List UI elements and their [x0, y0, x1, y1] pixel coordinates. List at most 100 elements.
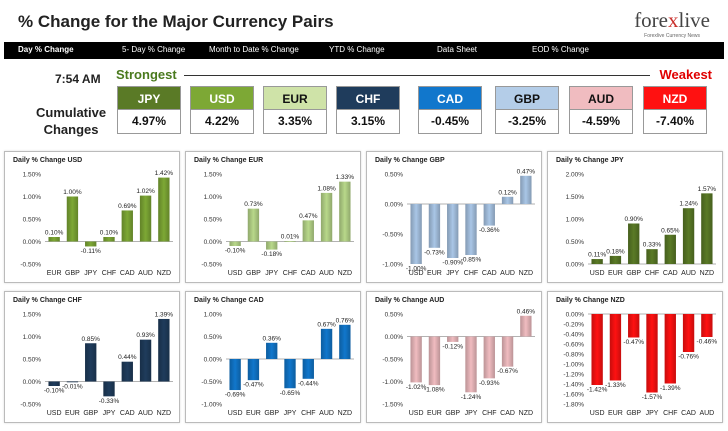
data-label: -1.42%: [587, 387, 608, 394]
y-tick-label: -1.50%: [382, 402, 403, 409]
data-label: 0.76%: [336, 317, 355, 324]
currency-change-value: 4.97%: [117, 110, 181, 134]
data-label: -0.90%: [442, 260, 463, 267]
x-tick-label: NZD: [519, 410, 533, 417]
tab-month-to-date-change[interactable]: Month to Date % Change: [209, 45, 299, 54]
currency-code: GBP: [495, 86, 559, 110]
x-tick-label: EUR: [246, 410, 261, 417]
x-tick-label: CHF: [102, 270, 116, 277]
bar-nzd: [339, 181, 351, 242]
data-label: 0.10%: [45, 230, 64, 237]
x-tick-label: JPY: [103, 410, 116, 417]
x-tick-label: AUD: [681, 270, 696, 277]
x-tick-label: AUD: [319, 270, 334, 277]
x-tick-label: NZD: [519, 270, 533, 277]
chart-title: Daily % Change CAD: [194, 297, 264, 304]
y-tick-label: -0.80%: [563, 352, 584, 359]
chart-title: Daily % Change GBP: [375, 157, 445, 164]
bar-chf: [103, 237, 115, 242]
bar-aud: [320, 328, 333, 359]
y-tick-label: 0.00%: [385, 202, 404, 209]
logo-tagline: Forexlive Currency News: [644, 33, 701, 39]
x-tick-label: AUD: [319, 410, 334, 417]
bar-eur: [428, 204, 441, 248]
chart-title: Daily % Change EUR: [194, 157, 264, 164]
x-tick-label: GBP: [246, 270, 261, 277]
y-tick-label: 0.00%: [23, 379, 42, 386]
data-label: -0.47%: [623, 339, 644, 346]
y-tick-label: -1.20%: [563, 372, 584, 379]
y-tick-label: 2.00%: [566, 172, 585, 179]
currency-box-chf: CHF 3.15%: [336, 86, 400, 134]
data-label: -0.67%: [497, 368, 518, 375]
page-title: % Change for the Major Currency Pairs: [18, 12, 334, 31]
y-tick-label: 1.00%: [204, 312, 223, 319]
y-tick-label: -0.40%: [563, 332, 584, 339]
x-tick-label: JPY: [646, 410, 659, 417]
bar-cad: [664, 234, 676, 264]
x-tick-label: JPY: [284, 410, 297, 417]
chart-panel-jpy: Daily % Change JPY 2.00% 1.50% 1.00% 0.50% 0…: [547, 151, 723, 283]
y-tick-label: 1.00%: [204, 194, 223, 201]
x-tick-label: GBP: [83, 410, 98, 417]
data-label: 1.24%: [679, 201, 698, 208]
data-label: -1.39%: [660, 385, 681, 392]
data-label: -0.46%: [697, 339, 718, 346]
chart-nzd: 0.00% -0.20% -0.40% -0.60% -0.80% -1.00% -1.20…: [563, 312, 718, 418]
x-tick-label: NZD: [157, 270, 171, 277]
y-tick-label: -0.50%: [201, 379, 222, 386]
currency-change-value: -3.25%: [495, 110, 559, 134]
data-label: 0.85%: [81, 336, 100, 343]
data-label: -0.36%: [479, 227, 500, 234]
y-tick-label: 0.50%: [23, 217, 42, 224]
bar-jpy: [465, 336, 477, 393]
data-label: 0.93%: [136, 332, 155, 339]
bar-cad: [483, 204, 495, 226]
x-tick-label: USD: [409, 410, 424, 417]
x-tick-label: EUR: [427, 270, 442, 277]
bar-usd: [591, 314, 603, 385]
bar-nzd: [339, 324, 351, 359]
y-tick-label: -1.00%: [563, 362, 584, 369]
tab-ytd-change[interactable]: YTD % Change: [329, 45, 385, 54]
strength-range-line: [184, 75, 650, 76]
y-tick-label: 1.00%: [23, 334, 42, 341]
weakest-label: Weakest: [659, 67, 712, 82]
x-tick-label: JPY: [446, 270, 459, 277]
data-label: 0.65%: [661, 227, 680, 234]
y-tick-label: 0.50%: [204, 217, 223, 224]
x-tick-label: USD: [409, 270, 424, 277]
tab-eod-change[interactable]: EOD % Change: [532, 45, 589, 54]
bar-usd: [48, 381, 60, 386]
cumulative-changes-label: Cumulative Changes: [36, 105, 107, 137]
chart-jpy: 2.00% 1.50% 1.00% 0.50% 0.00%0.11% USD 0.18% EU…: [566, 172, 717, 278]
bar-eur: [609, 255, 622, 264]
chart-panel-usd: Daily % Change USD 1.50% 1.00% 0.50% 0.00% -…: [4, 151, 180, 283]
y-tick-label: -1.40%: [563, 382, 584, 389]
data-label: 1.57%: [698, 186, 717, 193]
y-tick-label: 0.50%: [23, 357, 42, 364]
x-tick-label: CHF: [663, 410, 677, 417]
bar-chf: [302, 359, 314, 379]
chart-title: Daily % Change JPY: [556, 157, 624, 164]
y-tick-label: 0.50%: [385, 172, 404, 179]
chart-title: Daily % Change AUD: [375, 297, 445, 304]
bar-chf: [646, 249, 658, 264]
x-tick-label: GBP: [264, 410, 279, 417]
data-label: 0.69%: [118, 203, 137, 210]
bar-cad: [682, 314, 695, 352]
x-tick-label: CHF: [464, 270, 478, 277]
chart-panel-aud: Daily % Change AUD 0.50% 0.00% -0.50% -1.00…: [366, 291, 542, 423]
tab-5-day-change[interactable]: 5- Day % Change: [122, 45, 186, 54]
bar-jpy: [266, 241, 278, 250]
tab-day-change[interactable]: Day % Change: [18, 45, 74, 54]
tab-data-sheet[interactable]: Data Sheet: [437, 45, 478, 54]
data-label: -0.85%: [461, 257, 482, 264]
chart-panel-gbp: Daily % Change GBP 0.50% 0.00% -0.50% -1.00…: [366, 151, 542, 283]
chart-gbp: 0.50%0.00%-0.50%-1.00%-1.00%USD-0.73%EUR…: [382, 168, 535, 277]
forexlive-logo: forexlive Forexlive Currency News: [634, 8, 710, 39]
x-tick-label: CAD: [482, 270, 497, 277]
chart-usd: 1.50% 1.00% 0.50% 0.00% -0.50% 0.10% EUR 1.00% G…: [20, 170, 173, 277]
bar-chf: [284, 241, 296, 242]
x-tick-label: EUR: [427, 410, 442, 417]
